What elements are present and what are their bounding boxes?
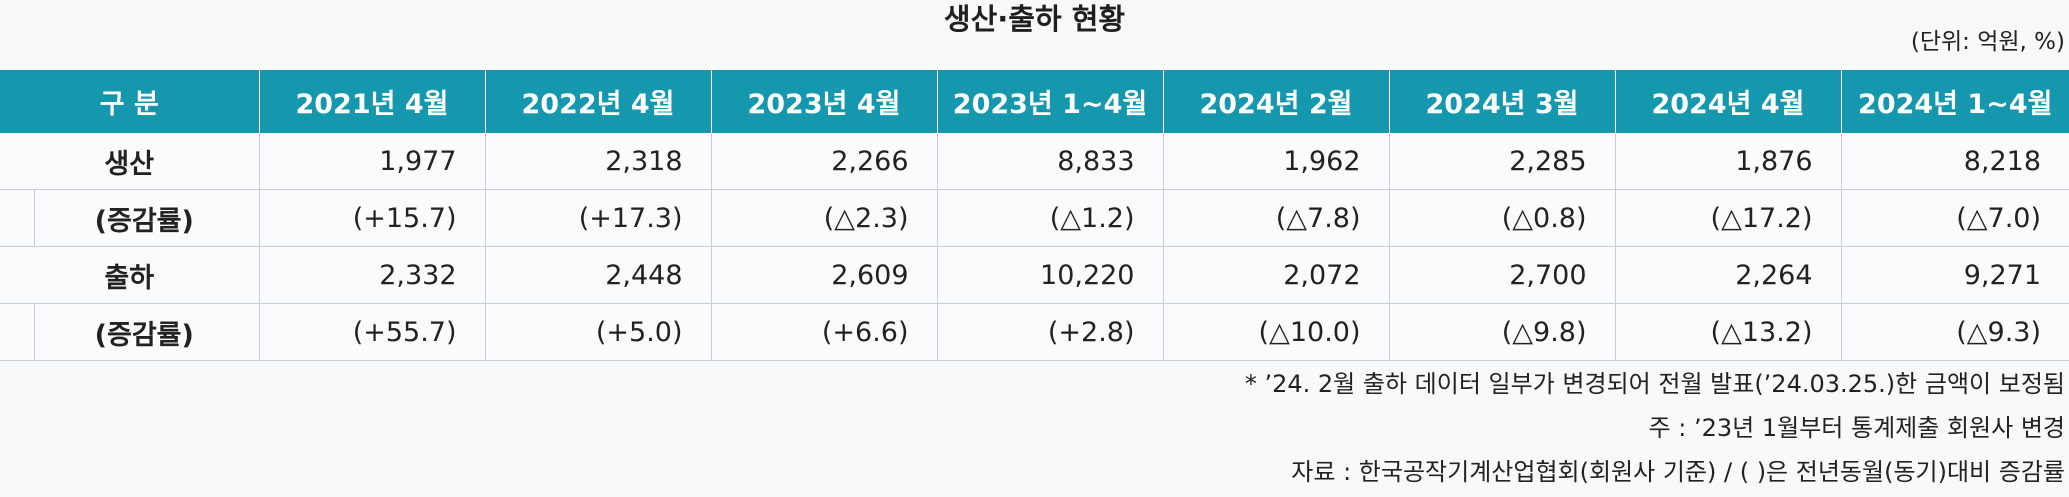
table-cell: (△9.3) xyxy=(1840,303,2069,361)
table-cell: 1,876 xyxy=(1614,133,1841,190)
page-title: 생산·출하 현황 xyxy=(943,2,1126,36)
table-cell: (△0.8) xyxy=(1388,189,1615,247)
header-col: 2024년 2월 xyxy=(1162,70,1389,133)
table-cell: (△7.8) xyxy=(1162,189,1389,247)
table-cell: (△13.2) xyxy=(1614,303,1841,361)
table-cell: (+17.3) xyxy=(484,189,711,247)
row-label: 출하 xyxy=(0,246,259,304)
row-label: 생산 xyxy=(0,133,259,190)
table-cell: (△10.0) xyxy=(1162,303,1389,361)
table-cell: (△9.8) xyxy=(1388,303,1615,361)
header-col: 2024년 3월 xyxy=(1388,70,1615,133)
table-cell: (△17.2) xyxy=(1614,189,1841,247)
header-col: 2022년 4월 xyxy=(484,70,711,133)
table-row-production-change: (증감률) (+15.7) (+17.3) (△2.3) (△1.2) (△7.… xyxy=(0,189,2069,247)
table-cell: 8,218 xyxy=(1840,133,2069,190)
header-col: 2024년 1~4월 xyxy=(1840,70,2069,133)
header-col: 2024년 4월 xyxy=(1614,70,1841,133)
table-cell: 2,332 xyxy=(258,246,485,304)
table-cell: 2,266 xyxy=(710,133,937,190)
table-cell: 2,700 xyxy=(1388,246,1615,304)
unit-label: (단위: 억원, %) xyxy=(1910,29,2065,55)
header-col: 2021년 4월 xyxy=(258,70,485,133)
header-col: 2023년 1~4월 xyxy=(936,70,1163,133)
table-cell: (+15.7) xyxy=(258,189,485,247)
table-cell: (△2.3) xyxy=(710,189,937,247)
table-cell: 2,609 xyxy=(710,246,937,304)
table-cell: 2,072 xyxy=(1162,246,1389,304)
table-cell: 1,962 xyxy=(1162,133,1389,190)
table-cell: (+6.6) xyxy=(710,303,937,361)
footnote-correction: * ’24. 2월 출하 데이터 일부가 변경되어 전월 발표(’24.03.2… xyxy=(1244,370,2065,398)
table-cell: 2,264 xyxy=(1614,246,1841,304)
indent-divider xyxy=(34,304,35,360)
table-row-shipment-change: (증감률) (+55.7) (+5.0) (+6.6) (+2.8) (△10.… xyxy=(0,303,2069,361)
header-col: 2023년 4월 xyxy=(710,70,937,133)
footnote-source: 자료 : 한국공작기계산업협회(회원사 기준) / ( )은 전년동월(동기)대… xyxy=(1291,458,2065,486)
table-cell: 8,833 xyxy=(936,133,1163,190)
table-header-row: 구 분 2021년 4월 2022년 4월 2023년 4월 2023년 1~4… xyxy=(0,70,2069,133)
header-category: 구 분 xyxy=(0,70,259,133)
table-cell: 1,977 xyxy=(258,133,485,190)
table-cell: 2,285 xyxy=(1388,133,1615,190)
table-cell: (△7.0) xyxy=(1840,189,2069,247)
table-cell: 10,220 xyxy=(936,246,1163,304)
table-cell: (+55.7) xyxy=(258,303,485,361)
table-row-production: 생산 1,977 2,318 2,266 8,833 1,962 2,285 1… xyxy=(0,133,2069,190)
row-label: (증감률) xyxy=(94,319,194,351)
data-table: 구 분 2021년 4월 2022년 4월 2023년 4월 2023년 1~4… xyxy=(0,70,2069,361)
footnote-note: 주 : ’23년 1월부터 통계제출 회원사 변경 xyxy=(1648,414,2065,442)
row-label-cell: (증감률) xyxy=(0,189,259,247)
table-cell: 9,271 xyxy=(1840,246,2069,304)
table-cell: (+2.8) xyxy=(936,303,1163,361)
table-cell: (△1.2) xyxy=(936,189,1163,247)
table-cell: (+5.0) xyxy=(484,303,711,361)
table-row-shipment: 출하 2,332 2,448 2,609 10,220 2,072 2,700 … xyxy=(0,246,2069,304)
table-cell: 2,448 xyxy=(484,246,711,304)
table-cell: 2,318 xyxy=(484,133,711,190)
row-label-cell: (증감률) xyxy=(0,303,259,361)
footnotes: * ’24. 2월 출하 데이터 일부가 변경되어 전월 발표(’24.03.2… xyxy=(1245,362,2065,494)
row-label: (증감률) xyxy=(94,205,194,237)
indent-divider xyxy=(34,190,35,246)
